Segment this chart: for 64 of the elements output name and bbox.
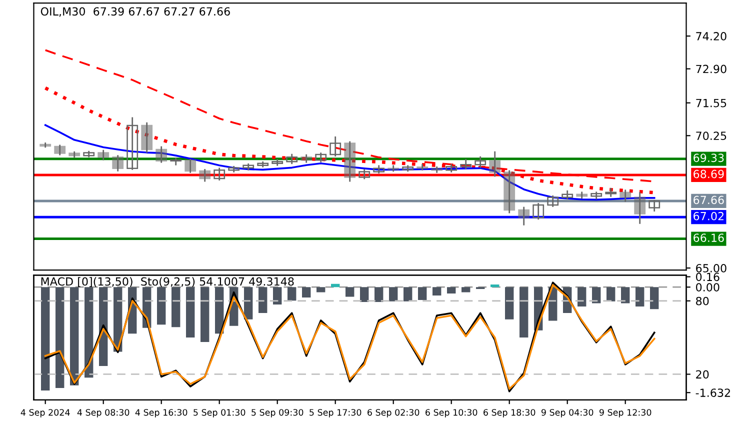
y-tick-label: 65.00 — [696, 264, 726, 272]
x-tick-label: 5 Sep 17:30 — [310, 409, 362, 418]
x-tick-label: 9 Sep 12:30 — [599, 409, 652, 418]
ref-line-label: 67.02 — [694, 212, 724, 220]
ref-line-label: 68.69 — [694, 170, 724, 178]
candlestick — [156, 146, 168, 163]
x-tick-label: 9 Sep 04:30 — [541, 409, 594, 418]
candlestick — [344, 141, 356, 182]
candlestick — [431, 166, 443, 173]
chart-title: OIL,M30 67.39 67.67 67.27 67.66 — [40, 7, 230, 17]
candlestick — [330, 136, 342, 157]
candlestick — [532, 203, 544, 220]
candlestick — [373, 165, 385, 174]
candlestick — [199, 168, 211, 182]
x-tick-label: 5 Sep 09:30 — [252, 409, 304, 418]
candlestick — [562, 190, 574, 200]
x-tick-label: 4 Sep 08:30 — [77, 409, 130, 418]
candlestick — [170, 158, 182, 166]
candlestick — [489, 151, 501, 177]
ref-line-label: 69.33 — [694, 154, 724, 162]
y-tick-label: 72.90 — [696, 64, 726, 74]
candlestick — [112, 155, 124, 172]
candlestick — [416, 164, 428, 170]
y-tick-label: 74.20 — [696, 32, 726, 40]
y2-tick-label: 80 — [696, 296, 709, 306]
x-tick-label: 6 Sep 02:30 — [368, 409, 420, 418]
y-tick-label: 0.16 — [696, 272, 720, 282]
x-tick-label: 5 Sep 01:30 — [194, 409, 246, 418]
candlestick — [648, 200, 660, 212]
ref-line-label: 67.66 — [694, 196, 724, 204]
candlestick — [242, 163, 254, 170]
x-tick-label: 6 Sep 10:30 — [426, 409, 478, 418]
candlestick — [286, 154, 298, 164]
candlestick — [300, 154, 312, 163]
candlestick — [518, 206, 530, 226]
candlestick — [620, 190, 632, 202]
candlestick — [504, 170, 516, 214]
candlestick — [126, 117, 138, 170]
y-tick-label: 70.25 — [696, 132, 726, 140]
candlestick — [257, 161, 269, 168]
x-tick-label: 4 Sep 2024 — [20, 409, 70, 418]
y-tick-label: 71.55 — [696, 98, 726, 108]
candlestick — [605, 188, 617, 197]
candlestick — [40, 142, 52, 148]
candlestick — [98, 150, 110, 160]
candlestick — [141, 122, 153, 153]
candlestick — [184, 158, 196, 173]
ref-line-label: 66.16 — [694, 234, 724, 242]
chart-title: MACD [0](13,50) Sto(9,2,5) 54.1007 49.3148 — [41, 277, 294, 287]
candlestick — [315, 152, 327, 162]
candlestick — [68, 151, 80, 158]
x-tick-label: 6 Sep 18:30 — [484, 409, 536, 418]
candlestick — [474, 156, 486, 168]
candlestick — [272, 158, 284, 166]
x-tick-label: 4 Sep 16:30 — [135, 409, 188, 418]
y2-tick-label: 20 — [696, 370, 709, 379]
candlestick — [576, 192, 588, 199]
candlestick — [214, 168, 226, 180]
candlestick — [54, 144, 66, 156]
candlestick — [547, 195, 559, 207]
candlestick — [388, 165, 400, 172]
y-tick-label: 0.00 — [696, 283, 720, 292]
candlestick — [634, 192, 646, 224]
y-tick-label: -1.632 — [696, 388, 730, 397]
